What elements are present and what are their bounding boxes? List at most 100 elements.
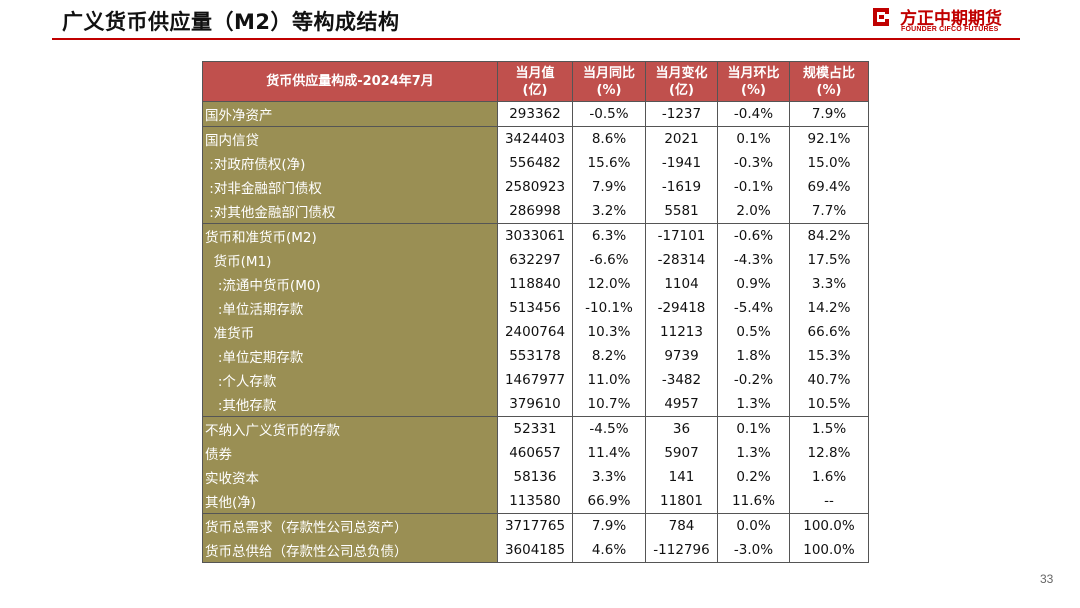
- row-yoy: 8.2%: [572, 344, 646, 368]
- table-row: :个人存款 1467977 11.0% -3482 -0.2% 40.7%: [202, 368, 869, 392]
- row-change: 5907: [645, 441, 718, 465]
- row-yoy: 7.9%: [572, 513, 646, 538]
- logo-mark-icon: [873, 8, 889, 26]
- row-mom: -0.4%: [717, 101, 790, 127]
- table-row: :对政府债权(净) 556482 15.6% -1941 -0.3% 15.0%: [202, 151, 869, 175]
- table-row: :单位定期存款 553178 8.2% 9739 1.8% 15.3%: [202, 344, 869, 368]
- row-share: 1.5%: [789, 416, 869, 441]
- row-share: 66.6%: [789, 320, 869, 344]
- column-header-value: 当月值 (亿): [497, 61, 573, 102]
- row-change: 1104: [645, 272, 718, 296]
- row-mom: -4.3%: [717, 248, 790, 272]
- row-value: 460657: [497, 441, 573, 465]
- row-mom: 0.0%: [717, 513, 790, 538]
- row-label: 货币总需求（存款性公司总资产）: [202, 513, 498, 538]
- row-yoy: 10.7%: [572, 392, 646, 417]
- row-value: 286998: [497, 199, 573, 224]
- row-yoy: 66.9%: [572, 489, 646, 514]
- row-value: 3424403: [497, 126, 573, 151]
- row-label: 货币(M1): [202, 248, 498, 272]
- table-header-row: 货币供应量构成-2024年7月 当月值 (亿) 当月同比 (%) 当月变化 (亿) 当…: [202, 61, 869, 102]
- row-value: 1467977: [497, 368, 573, 392]
- row-mom: 1.8%: [717, 344, 790, 368]
- row-yoy: 11.0%: [572, 368, 646, 392]
- row-value: 118840: [497, 272, 573, 296]
- table-row: 实收资本 58136 3.3% 141 0.2% 1.6%: [202, 465, 869, 489]
- table-row: :对非金融部门债权 2580923 7.9% -1619 -0.1% 69.4%: [202, 175, 869, 199]
- row-label: 实收资本: [202, 465, 498, 489]
- page-title: 广义货币供应量（M2）等构成结构: [62, 10, 400, 34]
- row-label: 国外净资产: [202, 101, 498, 127]
- row-yoy: 3.3%: [572, 465, 646, 489]
- row-label: 货币总供给（存款性公司总负债）: [202, 538, 498, 563]
- row-yoy: 7.9%: [572, 175, 646, 199]
- row-label: :对其他金融部门债权: [202, 199, 498, 224]
- row-label: :单位活期存款: [202, 296, 498, 320]
- row-value: 379610: [497, 392, 573, 417]
- row-mom: -5.4%: [717, 296, 790, 320]
- row-change: 11801: [645, 489, 718, 514]
- row-label: :其他存款: [202, 392, 498, 417]
- row-change: 2021: [645, 126, 718, 151]
- row-label: :流通中货币(M0): [202, 272, 498, 296]
- row-label: 不纳入广义货币的存款: [202, 416, 498, 441]
- row-mom: 11.6%: [717, 489, 790, 514]
- table-row: 货币(M1) 632297 -6.6% -28314 -4.3% 17.5%: [202, 248, 869, 272]
- row-change: 5581: [645, 199, 718, 224]
- row-yoy: -0.5%: [572, 101, 646, 127]
- row-change: 784: [645, 513, 718, 538]
- row-share: 17.5%: [789, 248, 869, 272]
- row-share: 69.4%: [789, 175, 869, 199]
- row-value: 3717765: [497, 513, 573, 538]
- row-label: 货币和准货币(M2): [202, 223, 498, 248]
- row-label: 债券: [202, 441, 498, 465]
- row-change: -3482: [645, 368, 718, 392]
- row-value: 553178: [497, 344, 573, 368]
- row-value: 113580: [497, 489, 573, 514]
- row-change: -1619: [645, 175, 718, 199]
- row-label: 其他(净): [202, 489, 498, 514]
- row-value: 2400764: [497, 320, 573, 344]
- row-mom: 1.3%: [717, 392, 790, 417]
- row-change: 36: [645, 416, 718, 441]
- table-row: 准货币 2400764 10.3% 11213 0.5% 66.6%: [202, 320, 869, 344]
- row-yoy: -6.6%: [572, 248, 646, 272]
- row-mom: -0.2%: [717, 368, 790, 392]
- row-label: :个人存款: [202, 368, 498, 392]
- row-mom: 2.0%: [717, 199, 790, 224]
- row-share: 100.0%: [789, 513, 869, 538]
- row-mom: -0.1%: [717, 175, 790, 199]
- row-mom: -0.6%: [717, 223, 790, 248]
- row-share: 15.3%: [789, 344, 869, 368]
- row-change: 141: [645, 465, 718, 489]
- table-row: 国内信贷 3424403 8.6% 2021 0.1% 92.1%: [202, 126, 869, 151]
- row-change: -28314: [645, 248, 718, 272]
- row-share: 7.9%: [789, 101, 869, 127]
- row-value: 2580923: [497, 175, 573, 199]
- row-label: :对政府债权(净): [202, 151, 498, 175]
- row-yoy: 12.0%: [572, 272, 646, 296]
- row-yoy: 3.2%: [572, 199, 646, 224]
- logo-english-text: FOUNDER CIFCO FUTURES: [901, 26, 999, 33]
- row-yoy: 8.6%: [572, 126, 646, 151]
- row-mom: 0.9%: [717, 272, 790, 296]
- row-yoy: 15.6%: [572, 151, 646, 175]
- row-share: 7.7%: [789, 199, 869, 224]
- table-body: 国外净资产 293362 -0.5% -1237 -0.4% 7.9% 国内信贷 342440…: [202, 101, 869, 563]
- row-value: 3033061: [497, 223, 573, 248]
- row-mom: 0.1%: [717, 416, 790, 441]
- row-label: 准货币: [202, 320, 498, 344]
- row-yoy: -4.5%: [572, 416, 646, 441]
- row-value: 3604185: [497, 538, 573, 563]
- row-label: :对非金融部门债权: [202, 175, 498, 199]
- row-change: -1941: [645, 151, 718, 175]
- row-value: 556482: [497, 151, 573, 175]
- row-value: 58136: [497, 465, 573, 489]
- row-share: 14.2%: [789, 296, 869, 320]
- row-yoy: 4.6%: [572, 538, 646, 563]
- table-row: 货币总需求（存款性公司总资产） 3717765 7.9% 784 0.0% 100.0%: [202, 513, 869, 538]
- row-change: -29418: [645, 296, 718, 320]
- table-row: 债券 460657 11.4% 5907 1.3% 12.8%: [202, 441, 869, 465]
- table-row: 不纳入广义货币的存款 52331 -4.5% 36 0.1% 1.5%: [202, 416, 869, 441]
- row-mom: 0.1%: [717, 126, 790, 151]
